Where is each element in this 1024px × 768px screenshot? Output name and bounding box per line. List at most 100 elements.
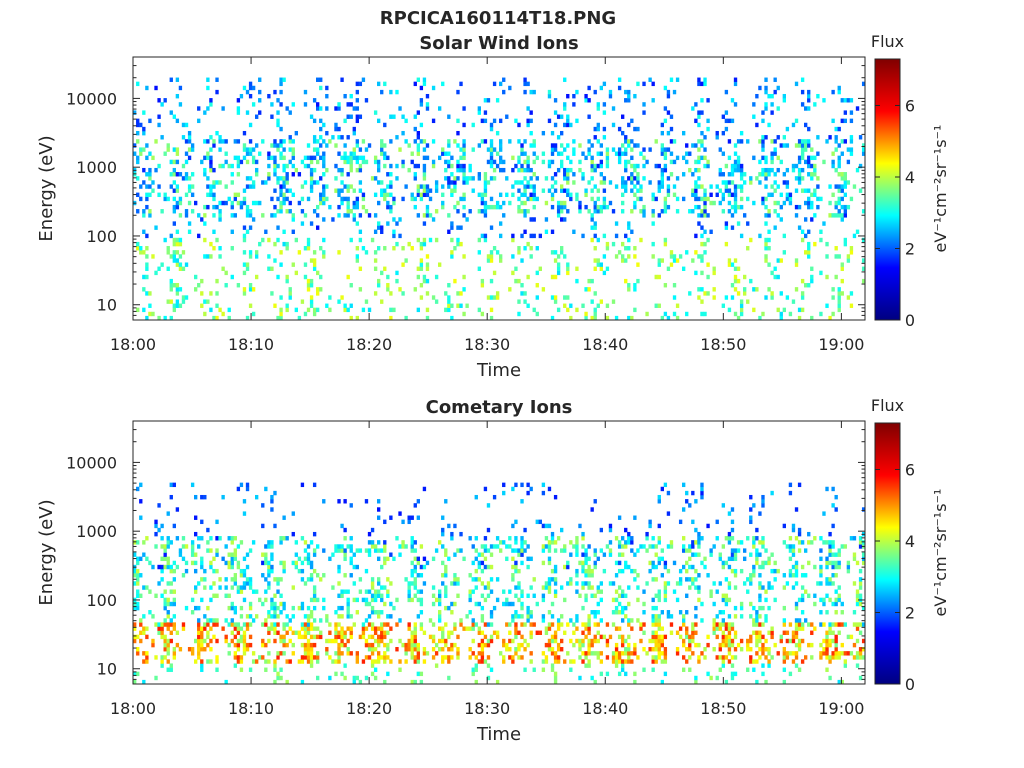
flux-cell [270, 626, 274, 631]
flux-cell [450, 315, 454, 321]
flux-cell [325, 130, 329, 136]
flux-cell [300, 482, 305, 488]
flux-cell [175, 93, 180, 99]
flux-cell [230, 204, 234, 210]
flux-cell [495, 544, 500, 549]
flux-cell [370, 642, 375, 648]
flux-cell [270, 494, 274, 500]
flux-cell [190, 482, 195, 488]
flux-cell [785, 196, 790, 202]
flux-cell [517, 204, 521, 210]
flux-cell [654, 630, 658, 635]
flux-cell [712, 200, 716, 206]
flux-cell [694, 622, 698, 627]
flux-cell [861, 143, 866, 148]
flux-cell [810, 155, 814, 161]
flux-cell [489, 614, 494, 619]
flux-cell [309, 180, 314, 185]
flux-cell [593, 291, 597, 296]
flux-cell [767, 93, 771, 99]
flux-cell [529, 130, 533, 136]
flux-cell [581, 585, 585, 590]
flux-cell [727, 642, 732, 648]
flux-cell [169, 494, 173, 500]
flux-cell [563, 188, 567, 193]
flux-cell [486, 258, 491, 263]
flux-cell [706, 237, 710, 243]
flux-cell [236, 564, 241, 570]
flux-cell [447, 655, 451, 660]
flux-cell [627, 651, 631, 656]
flux-cell [300, 560, 305, 566]
flux-cell [355, 659, 359, 664]
flux-cell [639, 209, 643, 214]
flux-cell [364, 618, 369, 623]
flux-cell [434, 642, 439, 648]
flux-cell [730, 527, 735, 533]
flux-cell [550, 147, 555, 152]
flux-cell [480, 196, 485, 202]
flux-cell [169, 589, 173, 594]
flux-cell [462, 139, 466, 144]
flux-cell [624, 647, 628, 652]
flux-cell [511, 618, 515, 623]
flux-cell [407, 167, 411, 173]
flux-cell [181, 544, 186, 549]
flux-cell [636, 81, 640, 87]
flux-cell [682, 564, 686, 570]
flux-cell [547, 556, 552, 562]
flux-cell [721, 130, 725, 136]
flux-cell [837, 299, 841, 304]
flux-cell [782, 605, 786, 611]
flux-cell [230, 605, 234, 611]
flux-cell [706, 634, 710, 640]
flux-cell [291, 192, 295, 198]
flux-cell [245, 229, 250, 234]
flux-cell [172, 614, 176, 619]
flux-cell [355, 155, 359, 161]
flux-cell [785, 180, 790, 185]
flux-cell [804, 188, 808, 193]
flux-cell [599, 671, 603, 677]
flux-cell [779, 204, 783, 210]
flux-cell [349, 544, 353, 549]
flux-cell [703, 655, 707, 660]
flux-cell [499, 118, 503, 124]
flux-cell [380, 638, 384, 644]
flux-cell [346, 209, 350, 214]
flux-cell [416, 642, 420, 648]
flux-cell [492, 167, 497, 173]
flux-cell [273, 241, 277, 247]
flux-cell [840, 291, 844, 296]
flux-cell [846, 258, 851, 263]
flux-cell [245, 209, 250, 214]
flux-cell [837, 651, 841, 656]
flux-cell [468, 209, 472, 214]
flux-cell [230, 585, 234, 590]
flux-cell [624, 184, 628, 189]
flux-cell [764, 597, 768, 603]
flux-cell [724, 622, 729, 627]
flux-cell [364, 159, 369, 165]
flux-cell [782, 523, 786, 529]
flux-cell [325, 167, 329, 173]
flux-cell [407, 585, 411, 590]
flux-cell [553, 250, 558, 255]
flux-cell [657, 651, 661, 656]
flux-cell [764, 647, 768, 652]
flux-cell [596, 139, 600, 144]
flux-cell [858, 577, 863, 582]
flux-cell [206, 540, 210, 545]
flux-cell [300, 209, 305, 214]
flux-cell [718, 581, 722, 586]
flux-cell [596, 610, 600, 615]
flux-cell [230, 622, 234, 627]
flux-cell [855, 597, 860, 603]
flux-cell [328, 675, 332, 681]
flux-cell [752, 114, 756, 119]
flux-cell [489, 163, 494, 169]
flux-cell [804, 233, 808, 239]
flux-cell [703, 250, 707, 255]
flux-cell [700, 287, 704, 292]
flux-cell [697, 295, 701, 300]
